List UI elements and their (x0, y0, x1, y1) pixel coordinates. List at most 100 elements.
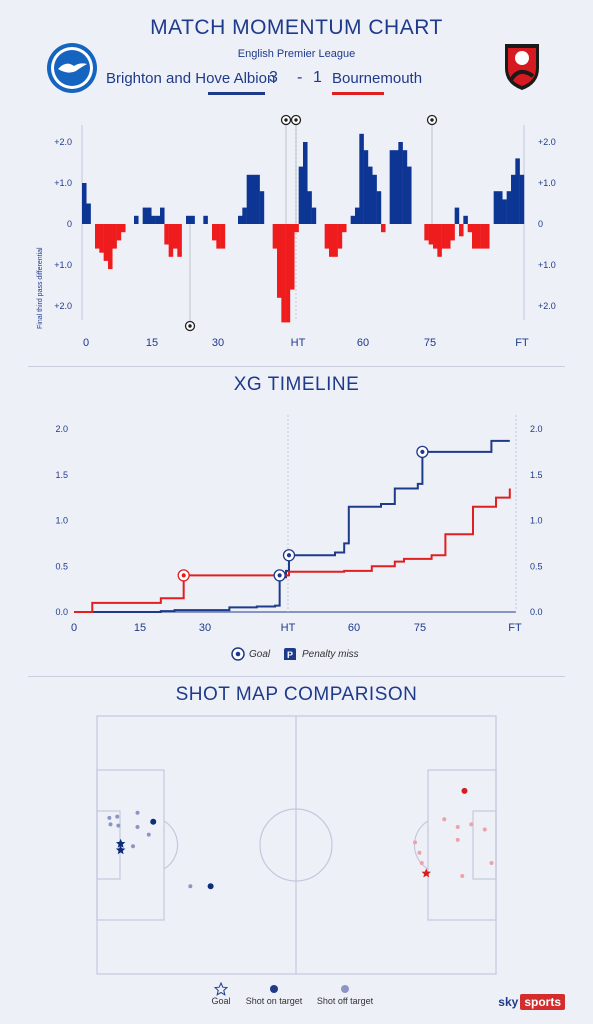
shot-off-target (489, 861, 494, 866)
goal-ball-icon (184, 320, 196, 332)
shot-off-target (460, 873, 465, 878)
divider-2 (28, 676, 565, 677)
home-momentum-bar (307, 191, 312, 224)
momentum-xtick: 30 (212, 337, 224, 349)
shot-off-target (135, 824, 140, 829)
xg-ytick-left: 1.0 (55, 516, 68, 526)
away-momentum-bar (95, 224, 100, 249)
away-momentum-bar (272, 224, 278, 249)
home-xg-line (74, 439, 510, 613)
home-momentum-bar (142, 207, 148, 224)
xg-ytick-left: 0.0 (55, 607, 68, 617)
off-target-legend-icon (341, 985, 349, 993)
goal-ball-icon (290, 114, 302, 126)
away-momentum-bar (485, 224, 490, 249)
momentum-ytick-left: +1.0 (54, 178, 72, 188)
home-goal-shot (115, 845, 126, 855)
home-momentum-bar (493, 191, 499, 224)
away-xg-line (74, 488, 511, 613)
score-dash: - (297, 69, 303, 86)
shot-on-target (461, 787, 468, 794)
away-momentum-bar (99, 224, 104, 253)
home-momentum-bar (151, 215, 156, 224)
momentum-xtick: 75 (424, 337, 436, 349)
xg-ytick-right: 2.0 (530, 424, 543, 434)
xg-xtick: 75 (414, 622, 426, 634)
xg-xtick: 30 (199, 622, 211, 634)
goal-ball-icon (177, 569, 190, 582)
home-momentum-bar (86, 203, 91, 224)
goal-ball-icon (426, 114, 438, 126)
xg-ytick-right: 0.5 (530, 561, 543, 571)
home-momentum-bar (372, 174, 377, 224)
home-momentum-bar (255, 174, 260, 224)
home-momentum-bar (82, 183, 87, 224)
home-momentum-bar (506, 191, 512, 224)
away-momentum-bar (472, 224, 477, 249)
momentum-xtick: 0 (83, 337, 89, 349)
xg-ytick-left: 0.5 (55, 561, 68, 571)
goal-legend-icon (231, 647, 245, 661)
away-momentum-bar (116, 224, 122, 241)
home-momentum-bar (363, 150, 369, 224)
shot-map (96, 715, 497, 975)
away-momentum-bar (285, 224, 291, 323)
home-momentum-bar (398, 142, 403, 224)
xg-ytick-right: 1.0 (530, 516, 543, 526)
star-legend-icon (214, 982, 228, 996)
xg-xtick: HT (281, 622, 296, 634)
goal-ball-icon (280, 114, 292, 126)
xg-ytick-left: 2.0 (55, 424, 68, 434)
home-momentum-bar (246, 174, 252, 224)
away-momentum-bar (168, 224, 174, 257)
shot-off-target (135, 810, 140, 815)
on-target-legend-icon (270, 985, 278, 993)
shot-off-target (116, 823, 121, 828)
xg-ytick-left: 1.5 (55, 470, 68, 480)
shot-off-target (108, 822, 113, 827)
home-momentum-bar (186, 215, 191, 224)
away-momentum-bar (459, 224, 464, 237)
momentum-xtick: HT (291, 337, 306, 349)
momentum-ytick-left: +1.0 (54, 260, 72, 270)
penalty-miss-legend-label: Penalty miss (302, 649, 359, 660)
home-team-name: Brighton and Hove Albion (106, 70, 276, 87)
away-momentum-bar (433, 224, 438, 249)
xg-chart: 2.0 2.01.5 1.51.0 1.00.5 0.50.0 0.00 15 30 HT 60 7… (55, 415, 543, 634)
home-momentum-bar (298, 166, 304, 224)
away-momentum-bar (342, 224, 347, 233)
home-goal-shot (115, 838, 126, 848)
away-momentum-bar (220, 224, 226, 249)
momentum-xtick: 60 (357, 337, 369, 349)
away-momentum-bar (381, 224, 386, 233)
momentum-title: MATCH MOMENTUM CHART (150, 16, 443, 39)
momentum-ytick-left: 0 (67, 219, 72, 229)
on-target-label: Shot on target (245, 996, 303, 1006)
away-momentum-bar (446, 224, 451, 249)
away-momentum-bar (121, 224, 126, 233)
home-momentum-bar (402, 150, 408, 224)
away-momentum-bar (164, 224, 169, 245)
sky-sports-logo: sky sports (498, 994, 565, 1010)
home-score: 3 (269, 69, 278, 86)
sky-wordmark: sky (498, 995, 519, 1009)
home-momentum-bar (350, 215, 356, 224)
svg-text:P: P (287, 650, 293, 660)
home-momentum-bar (502, 199, 507, 224)
away-momentum-bar (437, 224, 442, 257)
away-momentum-bar (177, 224, 182, 257)
away-momentum-bar (329, 224, 334, 257)
away-momentum-bar (428, 224, 434, 245)
goal-ball-icon (273, 569, 286, 582)
away-momentum-bar (103, 224, 109, 261)
shot-off-target (413, 840, 417, 845)
goal-ball-icon (282, 549, 296, 562)
away-momentum-bar (290, 224, 295, 290)
pitch-lines (96, 715, 497, 975)
home-momentum-bar (376, 191, 382, 224)
shotmap-title: SHOT MAP COMPARISON (175, 684, 418, 705)
momentum-xtick: FT (515, 337, 529, 349)
shot-off-target (455, 824, 460, 829)
xg-ytick-right: 0.0 (530, 607, 543, 617)
shot-off-target (469, 822, 474, 827)
